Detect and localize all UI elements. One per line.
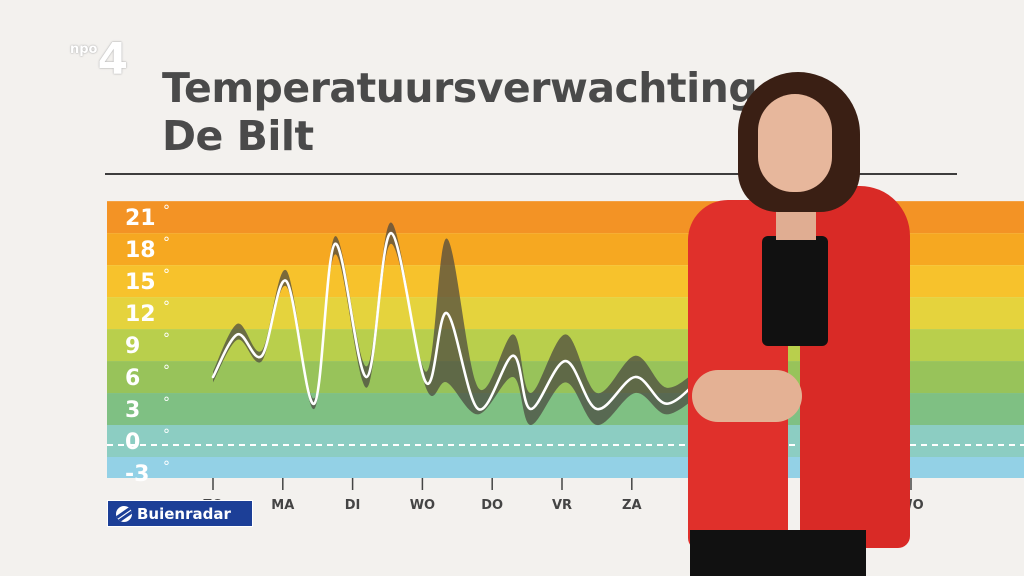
y-tick-label: 3 [125,398,140,423]
channel-logo-number: 4 [97,34,129,85]
x-tick-label: ZA [622,498,642,513]
y-tick-label: 12 [125,302,156,327]
x-tick-label: VR [552,498,572,513]
presenter-face [758,94,832,192]
y-tick-label: 18 [125,238,156,263]
uncertainty-band-main [213,222,702,426]
y-tick-degree: ° [163,363,170,379]
y-tick-degree: ° [163,331,170,347]
expected-line-path [211,231,703,411]
chart-title-line2: De Bilt [162,112,314,160]
presenter-pants [690,530,866,576]
y-tick-label: 0 [125,430,140,455]
title-divider [105,173,957,175]
y-tick-degree: ° [163,203,170,219]
y-tick-degree: ° [163,299,170,315]
y-tick-label: 9 [125,334,140,359]
channel-logo-prefix: npo [70,42,98,57]
y-tick-degree: ° [163,459,170,475]
y-tick-label: 21 [125,206,156,231]
buienradar-logo: Buienradar [107,500,253,527]
chart-title-line1: Temperatuursverwachting [162,64,758,112]
y-axis-ticks: -3 ° 0 ° 3 ° 6 ° 9 ° 12 ° 15 ° 18 ° 21 ° [125,203,170,487]
expected-temperature-line [211,231,703,411]
presenter-shirt [762,236,828,346]
x-tick-label: DI [345,498,361,513]
presenter-hands [692,370,802,422]
buienradar-icon [116,505,132,522]
x-tick-label: WO [410,498,435,513]
y-tick-degree: ° [163,395,170,411]
temperature-band-8 [107,456,1024,478]
y-tick-label: 15 [125,270,156,295]
y-tick-degree: ° [163,235,170,251]
y-tick-degree: ° [163,427,170,443]
presenter [680,60,940,576]
x-tick-label: MA [271,498,294,513]
y-tick-label: -3 [125,462,149,487]
chart-title: Temperatuursverwachting De Bilt [162,64,782,160]
x-tick-label: DO [481,498,503,513]
y-tick-label: 6 [125,366,140,391]
y-tick-degree: ° [163,267,170,283]
buienradar-label: Buienradar [137,504,231,523]
channel-logo: npo4 [70,38,128,82]
